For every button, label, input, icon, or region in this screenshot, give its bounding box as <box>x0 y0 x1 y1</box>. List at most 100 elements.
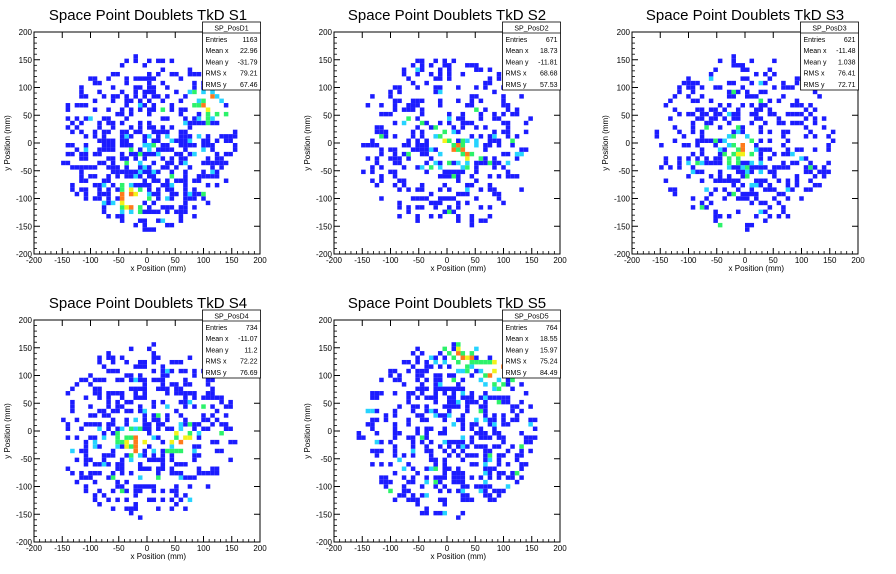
heatmap-cell <box>690 196 696 201</box>
heatmap-cell <box>115 479 120 485</box>
heatmap-cell <box>442 196 447 201</box>
heatmap-cell <box>690 85 696 90</box>
heatmap-cell <box>790 151 795 157</box>
heatmap-cell <box>142 448 147 454</box>
heatmap-cell <box>474 359 479 365</box>
heatmap-cell <box>388 156 393 161</box>
heatmap-cell <box>196 116 202 121</box>
heatmap-cell <box>740 76 745 81</box>
heatmap-cell <box>717 103 723 108</box>
heatmap-cell <box>749 222 755 228</box>
heatmap-cell <box>119 214 125 219</box>
heatmap-cell <box>101 200 107 206</box>
heatmap-cell <box>142 178 147 183</box>
heatmap-cell <box>97 120 102 126</box>
heatmap-cell <box>124 488 129 494</box>
heatmap-cell <box>460 457 466 463</box>
heatmap-cell <box>165 373 170 378</box>
heatmap-cell <box>169 382 175 387</box>
heatmap-cell <box>169 156 175 161</box>
heatmap-cell <box>115 444 120 449</box>
heatmap-cell <box>790 85 795 90</box>
heatmap-cell <box>160 58 166 64</box>
heatmap-cell <box>749 200 755 206</box>
y-axis-label: y Position (mm) <box>303 403 312 459</box>
heatmap-cell <box>767 156 773 161</box>
heatmap-cell <box>406 422 411 427</box>
heatmap-cell <box>137 515 143 520</box>
heatmap-cell <box>178 76 184 81</box>
heatmap-cell <box>708 76 714 81</box>
heatmap-cell <box>699 111 705 117</box>
heatmap-cell <box>187 355 193 360</box>
heatmap-cell <box>214 94 220 99</box>
heatmap-cell <box>133 484 138 489</box>
heatmap-cell <box>424 417 429 423</box>
heatmap-cell <box>124 138 129 143</box>
heatmap-cell <box>124 497 129 503</box>
heatmap-cell <box>713 116 718 121</box>
heatmap-cell <box>478 488 484 494</box>
heatmap-cell <box>740 174 745 179</box>
heatmap-cell <box>137 408 143 414</box>
stats-row-label: Mean y <box>206 347 229 354</box>
heatmap-cell <box>496 386 502 392</box>
heatmap-cell <box>388 111 393 117</box>
heatmap-cell <box>160 453 166 458</box>
heatmap-cell <box>392 497 398 503</box>
x-tick-label: -200 <box>326 544 343 553</box>
heatmap-cell <box>735 89 741 95</box>
heatmap-cell <box>686 94 691 99</box>
heatmap-cell <box>79 169 84 175</box>
heatmap-cell <box>474 417 479 423</box>
heatmap-cell <box>147 98 152 104</box>
heatmap-cell <box>735 125 741 130</box>
heatmap-cell <box>447 453 452 458</box>
heatmap-cell <box>713 67 718 72</box>
heatmap-cell <box>424 386 429 392</box>
heatmap-cell <box>174 431 179 436</box>
heatmap-cell <box>133 395 138 400</box>
heatmap-cell <box>379 196 384 201</box>
heatmap-cell <box>478 431 484 436</box>
heatmap-cell <box>428 71 434 77</box>
heatmap-cell <box>370 426 375 431</box>
heatmap-cell <box>205 391 211 396</box>
heatmap-cell <box>178 107 184 112</box>
heatmap-cell <box>428 453 434 458</box>
heatmap-cell <box>365 143 371 148</box>
stats-row-label: RMS y <box>206 370 228 377</box>
heatmap-cell <box>97 444 102 449</box>
heatmap-cell <box>695 138 700 143</box>
heatmap-cell <box>361 435 366 440</box>
heatmap-cell <box>128 457 134 463</box>
heatmap-cell <box>785 129 791 135</box>
heatmap-cell <box>690 98 696 104</box>
heatmap-cell <box>137 107 143 112</box>
heatmap-cell <box>758 98 764 104</box>
heatmap-cell <box>83 143 89 148</box>
heatmap-cell <box>410 479 416 485</box>
heatmap-cell <box>496 71 502 77</box>
heatmap-cell <box>442 58 447 64</box>
x-tick-label: -100 <box>680 256 697 265</box>
heatmap-cell <box>808 169 813 175</box>
heatmap-cell <box>214 138 220 143</box>
heatmap-cell <box>83 448 89 454</box>
heatmap-cell <box>124 165 129 170</box>
heatmap-cell <box>205 116 211 121</box>
y-tick-label: -50 <box>320 167 332 176</box>
heatmap-cell <box>713 187 718 192</box>
heatmap-cell <box>119 200 125 206</box>
heatmap-cell <box>383 479 389 485</box>
heatmap-cell <box>124 143 129 148</box>
heatmap-cell <box>65 391 71 396</box>
heatmap-cell <box>415 431 420 436</box>
heatmap-cell <box>465 395 470 400</box>
heatmap-cell <box>187 120 193 126</box>
heatmap-cell <box>749 151 755 157</box>
heatmap-cell <box>465 355 470 360</box>
heatmap-cell <box>92 98 98 104</box>
heatmap-cell <box>483 156 488 161</box>
heatmap-cell <box>397 178 402 183</box>
